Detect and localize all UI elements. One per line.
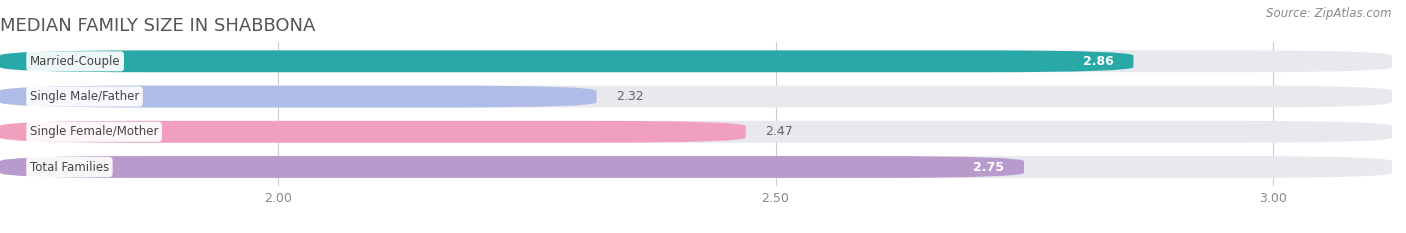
Text: Married-Couple: Married-Couple [30, 55, 121, 68]
FancyBboxPatch shape [0, 50, 1133, 72]
FancyBboxPatch shape [0, 50, 1392, 72]
Text: Single Male/Father: Single Male/Father [30, 90, 139, 103]
FancyBboxPatch shape [0, 121, 1392, 143]
FancyBboxPatch shape [0, 86, 596, 107]
FancyBboxPatch shape [0, 86, 1392, 107]
FancyBboxPatch shape [0, 156, 1024, 178]
Text: MEDIAN FAMILY SIZE IN SHABBONA: MEDIAN FAMILY SIZE IN SHABBONA [0, 17, 315, 35]
Text: 2.32: 2.32 [616, 90, 644, 103]
Text: 2.47: 2.47 [765, 125, 793, 138]
Text: Source: ZipAtlas.com: Source: ZipAtlas.com [1267, 7, 1392, 20]
Text: 2.86: 2.86 [1083, 55, 1114, 68]
FancyBboxPatch shape [0, 121, 745, 143]
Text: Total Families: Total Families [30, 161, 110, 174]
Text: Single Female/Mother: Single Female/Mother [30, 125, 159, 138]
Text: 2.75: 2.75 [973, 161, 1004, 174]
FancyBboxPatch shape [0, 156, 1392, 178]
